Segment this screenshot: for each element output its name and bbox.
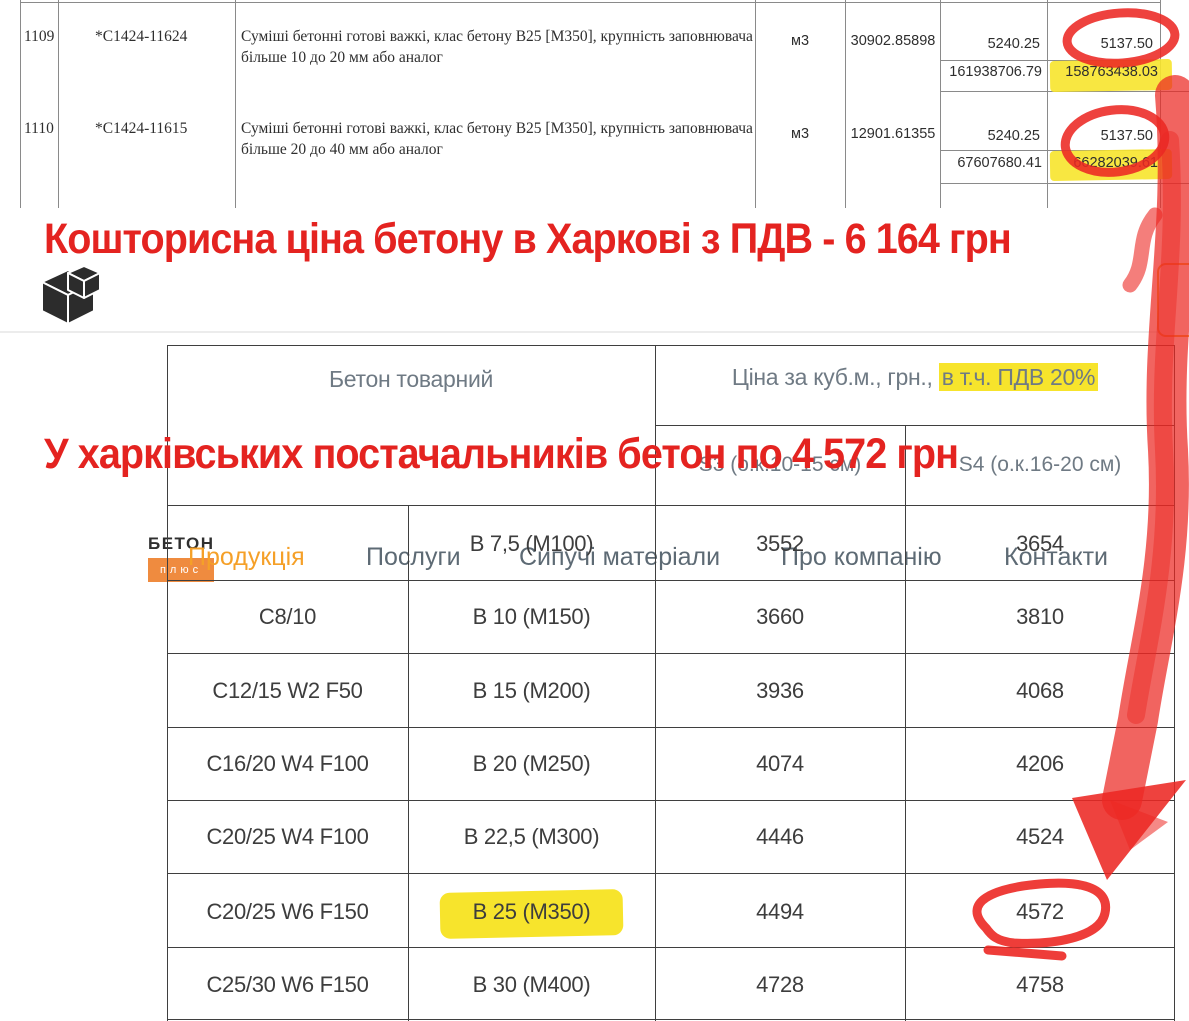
cell: 4206 [1016, 751, 1064, 776]
cell-b25-highlighted: В 25 (М350) [472, 899, 591, 924]
grid-line [20, 0, 21, 208]
cell: 3660 [756, 604, 804, 629]
price-header-vat-highlighted: в т.ч. ПДВ 20% [938, 363, 1099, 391]
logo-word-beton: БЕТОН [148, 534, 215, 553]
grid-line [167, 505, 1175, 506]
estimate-scan: 1109 *С1424-11624 Суміші бетонні готові … [0, 0, 1189, 212]
cell: 3810 [1016, 604, 1064, 629]
grid-line [167, 345, 1175, 346]
grid-line [167, 1019, 1175, 1020]
resource-code: *С1424-11624 [95, 28, 188, 45]
cell: В 7,5 (М100) [469, 531, 594, 556]
nav-item-services[interactable]: Послуги [366, 543, 461, 571]
beton-plus-logo[interactable]: БЕТОН плюс [38, 262, 214, 582]
cell: С8/10 [258, 604, 317, 629]
grid-line [20, 2, 1160, 3]
unit: м3 [790, 126, 810, 142]
grid-line [940, 60, 1160, 61]
grid-line [940, 0, 941, 208]
nav-item-products[interactable]: Продукція [188, 543, 305, 571]
quantity: 30902.85898 [850, 33, 936, 49]
grid-line [408, 505, 409, 1021]
cell-4572-circled: 4572 [1016, 899, 1064, 924]
annotation-headline-mid: У харківських постачальників бетон по 4 … [44, 430, 959, 478]
grid-line [167, 947, 1175, 948]
cell: 4758 [1016, 972, 1064, 997]
cell: В 10 (М150) [472, 604, 591, 629]
cell: 4494 [756, 899, 804, 924]
total-main: 161938706.79 [949, 64, 1042, 80]
grid-line [58, 0, 59, 208]
cell: В 15 (М200) [472, 678, 591, 703]
row-number: 1109 [24, 28, 55, 45]
column-header-price: Ціна за куб.м., грн., в т.ч. ПДВ 20% [655, 363, 1175, 391]
column-header-product: Бетон товарний [328, 366, 494, 392]
cell: В 30 (М400) [472, 972, 591, 997]
cell: С20/25 W6 F150 [206, 899, 369, 924]
price-header-prefix: Ціна за куб.м., грн., [731, 364, 939, 390]
grid-line [235, 0, 236, 208]
grid-line [905, 425, 906, 1021]
description: Суміші бетонні готові важкі, клас бетону… [241, 120, 753, 158]
call-button-cropped[interactable] [1157, 263, 1189, 337]
nav-item-contacts[interactable]: Контакти [1004, 543, 1108, 571]
grid-line [167, 345, 168, 1021]
site-navbar: БЕТОН плюс Продукція Послуги Сипучі мате… [0, 260, 1189, 582]
cell: 4524 [1016, 824, 1064, 849]
grid-line [167, 873, 1175, 874]
cell: 4074 [756, 751, 804, 776]
grid-line [167, 800, 1175, 801]
grid-line [755, 0, 756, 208]
nav-item-bulk-materials[interactable]: Сипучі матеріали [519, 543, 721, 571]
cell: 3936 [756, 678, 804, 703]
beton-plus-logo-icon [41, 265, 101, 325]
grid-line [845, 0, 846, 208]
grid-line [167, 653, 1175, 654]
cell: С16/20 W4 F100 [206, 751, 369, 776]
price-main: 5240.25 [987, 36, 1040, 52]
navbar-divider [0, 331, 1189, 333]
cell: 4068 [1016, 678, 1064, 703]
grid-line [655, 345, 656, 1021]
unit: м3 [790, 33, 810, 49]
price-main: 5240.25 [987, 128, 1040, 144]
row-number: 1110 [24, 120, 54, 137]
grid-line [940, 150, 1160, 151]
cell: 4728 [756, 972, 804, 997]
grid-line [655, 425, 1175, 426]
grid-line [167, 727, 1175, 728]
cell: 3552 [756, 531, 804, 556]
nav-item-about[interactable]: Про компанію [781, 543, 942, 571]
cell: С12/15 W2 F50 [212, 678, 363, 703]
subheader-s3: S3 (о.к.10-15 см) [698, 453, 862, 476]
cell: В 22,5 (М300) [463, 824, 600, 849]
grid-line [940, 183, 1189, 184]
cell: 4446 [756, 824, 804, 849]
grid-line [167, 580, 1175, 581]
grid-line [1047, 0, 1048, 208]
quantity: 12901.61355 [850, 126, 936, 142]
description: Суміші бетонні готові важкі, клас бетону… [241, 28, 753, 66]
cell: С25/30 W6 F150 [206, 972, 369, 997]
cell: 3654 [1016, 531, 1064, 556]
logo-word-plus: плюс [148, 558, 214, 582]
annotation-headline-top: Кошторисна ціна бетону в Харкові з ПДВ -… [44, 215, 1012, 263]
cell: В 20 (М250) [472, 751, 591, 776]
cell: С20/25 W4 F100 [206, 824, 369, 849]
total-main: 67607680.41 [957, 155, 1042, 171]
subheader-s4: S4 (о.к.16-20 см) [958, 453, 1122, 476]
resource-code: *С1424-11615 [95, 120, 188, 137]
